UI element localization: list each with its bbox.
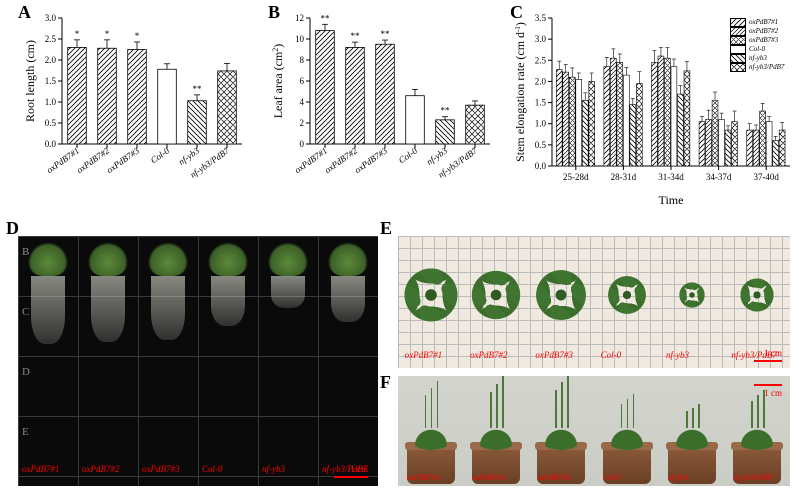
genotype-label: oxPdB7#3 [535, 350, 573, 360]
svg-text:2.5: 2.5 [45, 34, 57, 44]
svg-text:6: 6 [300, 76, 305, 86]
svg-text:3.0: 3.0 [45, 13, 57, 23]
svg-text:Leaf area (cm2): Leaf area (cm2) [271, 44, 286, 119]
genotype-label: Col-0 [601, 350, 622, 360]
svg-text:4: 4 [300, 97, 305, 107]
svg-text:Root length (cm): Root length (cm) [23, 40, 37, 122]
svg-text:**: ** [351, 31, 361, 41]
svg-text:oxPdB7#2: oxPdB7#2 [75, 145, 112, 175]
svg-text:1.0: 1.0 [535, 119, 547, 129]
svg-text:3.0: 3.0 [535, 34, 547, 44]
genotype-label: oxPdB7#1 [405, 350, 443, 360]
svg-text:**: ** [321, 13, 331, 23]
genotype-label: Col-0 [603, 473, 621, 482]
svg-text:1.5: 1.5 [45, 76, 57, 86]
genotype-label: Col-0 [202, 464, 223, 474]
svg-text:Stem elongation rate (cm d-1): Stem elongation rate (cm d-1) [513, 22, 527, 162]
panel-d-photo: BCDEoxPdB7#1oxPdB7#2oxPdB7#3Col-0nf-yb3n… [18, 236, 378, 486]
legend-item: Col-0 [730, 45, 784, 54]
svg-text:oxPdB7#3: oxPdB7#3 [105, 145, 142, 175]
svg-text:1.5: 1.5 [535, 98, 547, 108]
genotype-label: oxPdB7#2 [472, 473, 505, 482]
svg-text:25-28d: 25-28d [563, 172, 589, 182]
panel-f-photo: oxPdB7#1 oxPdB7#2 oxPdB7#3 Col-0 nf-yb3 nf-yb… [398, 376, 790, 486]
svg-text:*: * [75, 29, 80, 39]
genotype-label: oxPdB7#2 [82, 464, 120, 474]
svg-text:1.0: 1.0 [45, 97, 57, 107]
svg-text:**: ** [381, 29, 391, 39]
chart-b: 0 2 4 6 8 10 12 Leaf area (cm2) ** oxPdB7#1 ** oxPd… [268, 8, 498, 208]
svg-text:*: * [135, 31, 140, 41]
svg-text:*: * [105, 29, 110, 39]
legend-item: nf-yb3/PdB7 [730, 63, 784, 72]
chart-c-legend: oxPdB7#1oxPdB7#2oxPdB7#3Col-0nf-yb3nf-yb… [730, 18, 784, 72]
panel-label-e: E [380, 218, 392, 239]
svg-text:0.0: 0.0 [45, 139, 57, 149]
svg-text:10: 10 [295, 34, 305, 44]
svg-text:34-37d: 34-37d [706, 172, 732, 182]
legend-item: oxPdB7#2 [730, 27, 784, 36]
genotype-label: oxPdB7#1 [22, 464, 60, 474]
panel-e-photo: oxPdB7#1oxPdB7#2oxPdB7#3Col-0nf-yb3nf-yb… [398, 236, 790, 368]
genotype-label: oxPdB7#3 [142, 464, 180, 474]
svg-text:31-34d: 31-34d [658, 172, 684, 182]
svg-text:Col-0: Col-0 [397, 145, 420, 165]
svg-text:8: 8 [300, 55, 305, 65]
svg-text:28-31d: 28-31d [611, 172, 637, 182]
svg-text:0: 0 [300, 139, 305, 149]
chart-a: 0.0 0.5 1.0 1.5 2.0 2.5 3.0 Root length (cm) * ox… [20, 8, 250, 208]
svg-text:3.5: 3.5 [535, 13, 547, 23]
genotype-label: oxPdB7#2 [470, 350, 508, 360]
svg-text:2: 2 [300, 118, 305, 128]
svg-text:2.0: 2.0 [45, 55, 57, 65]
svg-text:**: ** [441, 106, 451, 116]
svg-text:oxPdB7#1: oxPdB7#1 [293, 145, 329, 175]
panel-label-f: F [380, 372, 391, 393]
svg-text:oxPdB7#1: oxPdB7#1 [45, 145, 81, 175]
svg-text:2.5: 2.5 [535, 55, 547, 65]
genotype-label: nf-yb3 [262, 464, 285, 474]
genotype-label: nf-yb3 [668, 473, 688, 482]
svg-text:37-40d: 37-40d [753, 172, 779, 182]
legend-item: nf-yb3 [730, 54, 784, 63]
svg-text:0.5: 0.5 [45, 118, 57, 128]
svg-text:**: ** [193, 84, 203, 94]
svg-text:12: 12 [295, 13, 304, 23]
svg-text:2.0: 2.0 [535, 76, 547, 86]
svg-text:Time: Time [659, 193, 684, 207]
svg-text:0.5: 0.5 [535, 140, 547, 150]
genotype-label: oxPdB7#3 [537, 473, 570, 482]
svg-text:Col-0: Col-0 [149, 145, 172, 165]
svg-text:0.0: 0.0 [535, 161, 547, 171]
genotype-label: oxPdB7#1 [407, 473, 440, 482]
genotype-label: nf-yb3 [666, 350, 689, 360]
legend-item: oxPdB7#1 [730, 18, 784, 27]
genotype-label: nf-yb3/PdB7 [733, 473, 773, 482]
svg-text:oxPdB7#2: oxPdB7#2 [323, 145, 360, 175]
legend-item: oxPdB7#3 [730, 36, 784, 45]
svg-text:oxPdB7#3: oxPdB7#3 [353, 145, 390, 175]
